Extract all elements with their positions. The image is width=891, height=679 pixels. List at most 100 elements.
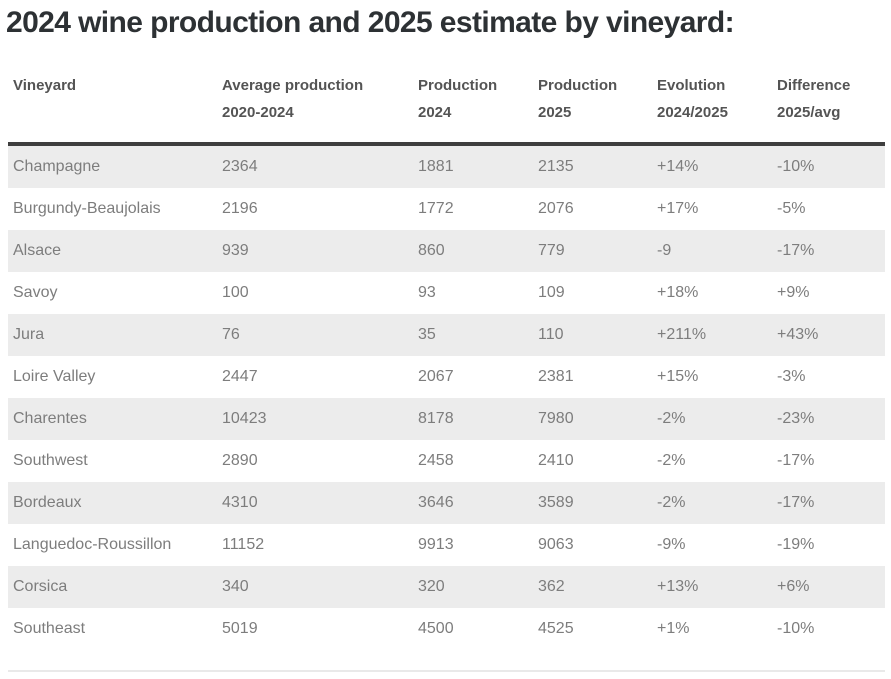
table-header-row: Vineyard Average production 2020-2024 Produ… xyxy=(8,60,885,146)
value-cell: 2076 xyxy=(533,188,652,230)
bottom-divider xyxy=(8,670,885,672)
value-cell: -10% xyxy=(772,608,885,650)
vineyard-name-cell: Jura xyxy=(8,314,217,356)
value-cell: +6% xyxy=(772,566,885,608)
table-row-southeast: Southeast 5019 4500 4525 +1% -10% xyxy=(8,608,885,650)
vineyard-name-cell: Languedoc-Roussillon xyxy=(8,524,217,566)
value-cell: -19% xyxy=(772,524,885,566)
value-cell: +9% xyxy=(772,272,885,314)
table-row-champagne: Champagne 2364 1881 2135 +14% -10% xyxy=(8,144,885,188)
value-cell: 76 xyxy=(217,314,413,356)
value-cell: 8178 xyxy=(413,398,533,440)
value-cell: 109 xyxy=(533,272,652,314)
value-cell: +211% xyxy=(652,314,772,356)
table-row-languedoc-roussillon: Languedoc-Roussillon 11152 9913 9063 -9% -19% xyxy=(8,524,885,566)
table-row-savoy: Savoy 100 93 109 +18% +9% xyxy=(8,272,885,314)
value-cell: -3% xyxy=(772,356,885,398)
column-header-production-2024: Production 2024 xyxy=(413,60,533,146)
value-cell: 779 xyxy=(533,230,652,272)
column-header-line1: Difference xyxy=(777,77,851,94)
column-header-line1: Average production xyxy=(222,77,364,94)
value-cell: 362 xyxy=(533,566,652,608)
value-cell: -2% xyxy=(652,482,772,524)
value-cell: 2890 xyxy=(217,440,413,482)
column-header-difference-2025-avg: Difference 2025/avg xyxy=(772,60,885,146)
column-header-line2: 2025/avg xyxy=(777,104,841,121)
value-cell: 9913 xyxy=(413,524,533,566)
vineyard-name-cell: Savoy xyxy=(8,272,217,314)
value-cell: 11152 xyxy=(217,524,413,566)
value-cell: 100 xyxy=(217,272,413,314)
column-header-line1: Production xyxy=(538,77,618,94)
column-header-production-2025: Production 2025 xyxy=(533,60,652,146)
table-row-jura: Jura 76 35 110 +211% +43% xyxy=(8,314,885,356)
value-cell: 939 xyxy=(217,230,413,272)
page-title: 2024 wine production and 2025 estimate b… xyxy=(6,6,735,39)
column-header-line2: 2024/2025 xyxy=(657,104,728,121)
value-cell: 10423 xyxy=(217,398,413,440)
vineyard-name-cell: Southwest xyxy=(8,440,217,482)
vineyard-name-cell: Southeast xyxy=(8,608,217,650)
value-cell: -17% xyxy=(772,440,885,482)
value-cell: 4500 xyxy=(413,608,533,650)
vineyard-name-cell: Burgundy-Beaujolais xyxy=(8,188,217,230)
value-cell: -23% xyxy=(772,398,885,440)
value-cell: +15% xyxy=(652,356,772,398)
value-cell: 3589 xyxy=(533,482,652,524)
table-row-bordeaux: Bordeaux 4310 3646 3589 -2% -17% xyxy=(8,482,885,524)
table-row-charentes: Charentes 10423 8178 7980 -2% -23% xyxy=(8,398,885,440)
value-cell: +13% xyxy=(652,566,772,608)
column-header-line1: Vineyard xyxy=(13,77,77,94)
value-cell: 2447 xyxy=(217,356,413,398)
table-row-southwest: Southwest 2890 2458 2410 -2% -17% xyxy=(8,440,885,482)
value-cell: 4310 xyxy=(217,482,413,524)
value-cell: -10% xyxy=(772,144,885,188)
value-cell: -2% xyxy=(652,398,772,440)
column-header-line2: 2025 xyxy=(538,104,572,121)
column-header-line1: Production xyxy=(418,77,498,94)
value-cell: 9063 xyxy=(533,524,652,566)
table-row-corsica: Corsica 340 320 362 +13% +6% xyxy=(8,566,885,608)
value-cell: 1881 xyxy=(413,144,533,188)
value-cell: 860 xyxy=(413,230,533,272)
vineyard-name-cell: Alsace xyxy=(8,230,217,272)
value-cell: 2381 xyxy=(533,356,652,398)
vineyard-name-cell: Corsica xyxy=(8,566,217,608)
table-header: Vineyard Average production 2020-2024 Produ… xyxy=(8,60,885,146)
value-cell: 1772 xyxy=(413,188,533,230)
value-cell: +1% xyxy=(652,608,772,650)
column-header-line1: Evolution xyxy=(657,77,726,94)
value-cell: -9 xyxy=(652,230,772,272)
value-cell: 110 xyxy=(533,314,652,356)
column-header-vineyard: Vineyard xyxy=(8,60,217,146)
value-cell: +43% xyxy=(772,314,885,356)
value-cell: 2458 xyxy=(413,440,533,482)
value-cell: -2% xyxy=(652,440,772,482)
table-row-alsace: Alsace 939 860 779 -9 -17% xyxy=(8,230,885,272)
value-cell: -9% xyxy=(652,524,772,566)
value-cell: 340 xyxy=(217,566,413,608)
value-cell: +18% xyxy=(652,272,772,314)
value-cell: 5019 xyxy=(217,608,413,650)
column-header-average-production-2020-2024: Average production 2020-2024 xyxy=(217,60,413,146)
value-cell: +14% xyxy=(652,144,772,188)
value-cell: 35 xyxy=(413,314,533,356)
table-row-loire-valley: Loire Valley 2447 2067 2381 +15% -3% xyxy=(8,356,885,398)
table-row-burgundy-beaujolais: Burgundy-Beaujolais 2196 1772 2076 +17% -5% xyxy=(8,188,885,230)
vineyard-name-cell: Champagne xyxy=(8,144,217,188)
value-cell: 7980 xyxy=(533,398,652,440)
value-cell: 2364 xyxy=(217,144,413,188)
column-header-evolution-2024-2025: Evolution 2024/2025 xyxy=(652,60,772,146)
value-cell: 4525 xyxy=(533,608,652,650)
value-cell: 93 xyxy=(413,272,533,314)
table-body: Champagne 2364 1881 2135 +14% -10% Burgundy-Be… xyxy=(8,144,885,650)
column-header-line2: 2020-2024 xyxy=(222,104,294,121)
value-cell: 2196 xyxy=(217,188,413,230)
value-cell: -17% xyxy=(772,482,885,524)
value-cell: 320 xyxy=(413,566,533,608)
value-cell: -5% xyxy=(772,188,885,230)
value-cell: +17% xyxy=(652,188,772,230)
value-cell: 2410 xyxy=(533,440,652,482)
value-cell: 3646 xyxy=(413,482,533,524)
